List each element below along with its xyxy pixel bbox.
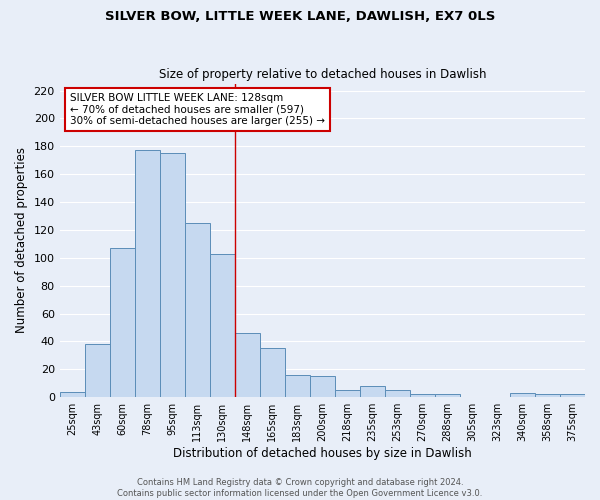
Bar [260,348,285,397]
Bar [435,394,460,397]
Bar [210,254,235,397]
Text: SILVER BOW LITTLE WEEK LANE: 128sqm
← 70% of detached houses are smaller (597)
3: SILVER BOW LITTLE WEEK LANE: 128sqm ← 70… [70,93,325,126]
Bar [560,394,585,397]
Bar [310,376,335,397]
Y-axis label: Number of detached properties: Number of detached properties [15,148,28,334]
Bar [185,223,210,397]
Bar [335,390,360,397]
Bar [59,392,85,397]
Title: Size of property relative to detached houses in Dawlish: Size of property relative to detached ho… [158,68,486,81]
Text: SILVER BOW, LITTLE WEEK LANE, DAWLISH, EX7 0LS: SILVER BOW, LITTLE WEEK LANE, DAWLISH, E… [105,10,495,23]
X-axis label: Distribution of detached houses by size in Dawlish: Distribution of detached houses by size … [173,447,472,460]
Bar [535,394,560,397]
Bar [110,248,135,397]
Bar [160,154,185,397]
Bar [235,333,260,397]
Bar [510,393,535,397]
Bar [85,344,110,397]
Bar [285,375,310,397]
Text: Contains HM Land Registry data © Crown copyright and database right 2024.
Contai: Contains HM Land Registry data © Crown c… [118,478,482,498]
Bar [385,390,410,397]
Bar [410,394,435,397]
Bar [360,386,385,397]
Bar [135,150,160,397]
